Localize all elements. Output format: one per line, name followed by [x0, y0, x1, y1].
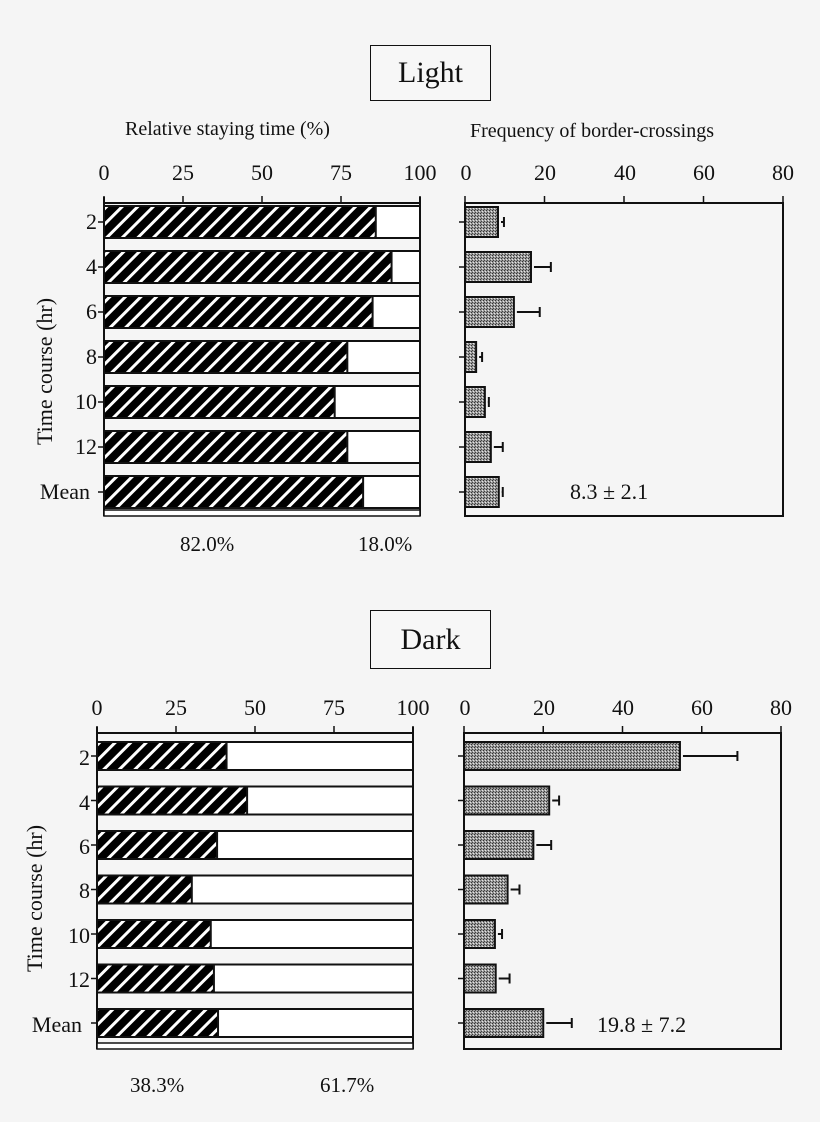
dark-cat-12: 12 [68, 967, 90, 992]
dark-freq-bar [463, 830, 535, 860]
dark-freq-bar [463, 1008, 545, 1038]
light-freq-bar [464, 476, 500, 508]
dark-right-tick-60: 60 [691, 695, 713, 720]
dark-freq-bar [463, 963, 497, 994]
dark-condition-box: Dark [370, 610, 491, 669]
dark-left-tick-0: 0 [91, 695, 103, 720]
dark-summary-open: 61.7% [320, 1073, 375, 1097]
light-left-tick-75: 75 [330, 160, 352, 185]
dark-right-tick-20: 20 [533, 695, 555, 720]
dark-cat-8: 8 [79, 878, 90, 903]
light-staying-bottom-strip [103, 509, 421, 517]
light-right-axis-title: Frequency of border-crossings [470, 120, 714, 142]
light-freq-bar [464, 341, 478, 373]
light-summary-hatched: 82.0% [180, 532, 235, 556]
light-freq-annotation: 8.3 ± 2.1 [570, 479, 649, 504]
dark-left-tick-75: 75 [323, 695, 345, 720]
dark-freq-bar [463, 874, 509, 905]
dark-staying-hatched-bar [96, 963, 215, 994]
dark-left-tick-25: 25 [165, 695, 187, 720]
dark-right-tick-80: 80 [770, 695, 792, 720]
light-left-axis-title: Relative staying time (%) [125, 118, 330, 140]
dark-summary-hatched: 38.3% [130, 1073, 185, 1097]
dark-freq-frame [463, 732, 782, 1050]
light-right-tick-60: 60 [693, 160, 715, 185]
light-staying-hatched-bar [103, 295, 374, 329]
light-cat-10: 10 [75, 389, 97, 414]
dark-right-tick-0: 0 [459, 695, 471, 720]
light-cat-8: 8 [86, 344, 97, 369]
light-cat-12: 12 [75, 434, 97, 459]
dark-staying-hatched-bar [96, 830, 219, 860]
light-freq-bar [464, 386, 486, 418]
dark-cat-10: 10 [68, 923, 90, 948]
dark-left-tick-50: 50 [244, 695, 266, 720]
dark-cat-4: 4 [79, 790, 90, 815]
light-right-tick-80: 80 [772, 160, 794, 185]
light-staying-hatched-bar [103, 430, 349, 464]
dark-freq-bar [463, 741, 681, 771]
light-left-tick-25: 25 [172, 160, 194, 185]
dark-cat-6: 6 [79, 834, 90, 859]
light-freq-bar [464, 251, 532, 283]
dark-staying-hatched-bar [96, 785, 249, 816]
dark-staying-hatched-bar [96, 874, 193, 905]
dark-staying-hatched-bar [96, 919, 212, 949]
light-staying-hatched-bar [103, 385, 336, 419]
light-staying-hatched-bar [103, 340, 349, 374]
dark-staying-hatched-bar [96, 1008, 220, 1038]
dark-cat-mean: Mean [31, 1012, 82, 1037]
light-right-tick-20: 20 [534, 160, 556, 185]
light-staying-hatched-bar [103, 475, 365, 509]
light-right-tick-40: 40 [614, 160, 636, 185]
light-cat-4: 4 [86, 254, 97, 279]
dark-freq-annotation: 19.8 ± 7.2 [597, 1012, 687, 1037]
light-cat-mean: Mean [39, 479, 90, 504]
light-right-tick-0: 0 [460, 160, 472, 185]
light-freq-bar [464, 206, 499, 238]
light-freq-bar [464, 296, 515, 328]
dark-freq-bar [463, 785, 551, 816]
light-staying-hatched-bar [103, 250, 393, 284]
light-title: Light [398, 56, 463, 89]
light-left-tick-100: 100 [403, 160, 437, 185]
dark-left-tick-100: 100 [396, 695, 430, 720]
light-condition-box: Light [370, 45, 491, 101]
light-left-tick-0: 0 [98, 160, 110, 185]
light-summary-open: 18.0% [358, 532, 413, 556]
light-staying-hatched-bar [103, 205, 377, 239]
light-freq-bar [464, 431, 492, 463]
dark-staying-bottom-strip [96, 1042, 414, 1050]
dark-freq-bar [463, 919, 496, 949]
dark-cat-2: 2 [79, 745, 90, 770]
light-left-tick-50: 50 [251, 160, 273, 185]
dark-title: Dark [400, 623, 461, 656]
dark-right-tick-40: 40 [612, 695, 634, 720]
light-cat-6: 6 [86, 299, 97, 324]
dark-staying-hatched-bar [96, 741, 228, 771]
light-cat-2: 2 [86, 209, 97, 234]
light-freq-frame [464, 202, 784, 517]
